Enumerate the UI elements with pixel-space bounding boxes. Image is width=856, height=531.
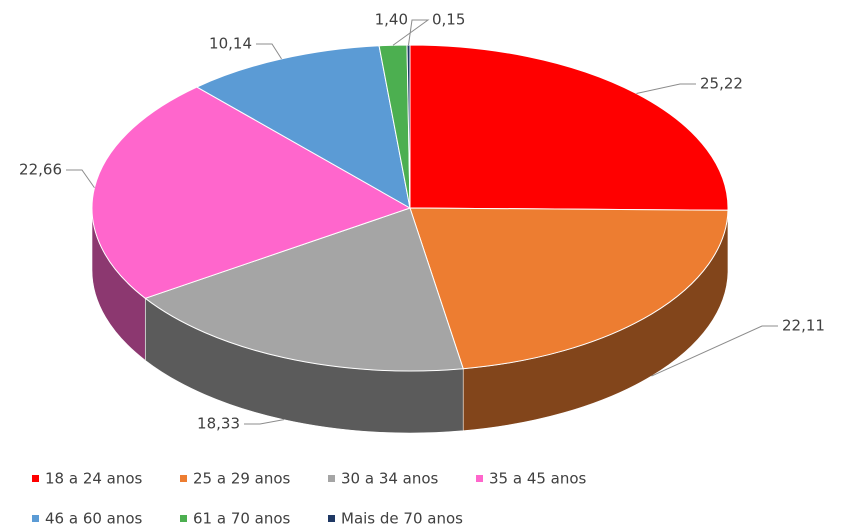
legend-label: Mais de 70 anos <box>341 510 463 528</box>
pie-slice <box>91 86 412 299</box>
leader-line <box>651 325 778 377</box>
legend-label: 25 a 29 anos <box>193 470 291 488</box>
legend: 18 a 24 anos 25 a 29 anos 30 a 34 anos 35 a… <box>32 470 587 528</box>
legend-swatch <box>180 515 187 522</box>
leader-line <box>636 83 696 95</box>
legend-swatch <box>476 475 483 482</box>
pie-slice <box>409 44 729 211</box>
legend-swatch <box>32 515 39 522</box>
pie-slice <box>195 45 411 209</box>
legend-swatch <box>32 475 39 482</box>
data-label: 22,11 <box>782 317 825 335</box>
data-label: 25,22 <box>700 75 743 93</box>
legend-label: 30 a 34 anos <box>341 470 439 488</box>
data-label: 18,33 <box>197 415 240 433</box>
data-label: 0,15 <box>432 11 465 29</box>
data-label: 22,66 <box>19 161 62 179</box>
leader-line <box>408 19 428 46</box>
legend-swatch <box>180 475 187 482</box>
data-label: 10,14 <box>209 35 252 53</box>
leader-line <box>256 43 282 60</box>
legend-label: 35 a 45 anos <box>489 470 587 488</box>
legend-label: 61 a 70 anos <box>193 510 291 528</box>
pie-slice <box>409 207 729 370</box>
legend-swatch <box>328 475 335 482</box>
data-label: 1,40 <box>375 11 408 29</box>
data-labels: 25,22 22,11 18,33 22,66 10,14 1,40 0,15 <box>19 11 825 433</box>
pie-tops <box>91 44 729 372</box>
pie-slice <box>144 207 464 372</box>
leader-line <box>66 169 95 189</box>
leader-line <box>244 419 284 425</box>
legend-swatch <box>328 515 335 522</box>
legend-label: 18 a 24 anos <box>45 470 143 488</box>
legend-label: 46 a 60 anos <box>45 510 143 528</box>
